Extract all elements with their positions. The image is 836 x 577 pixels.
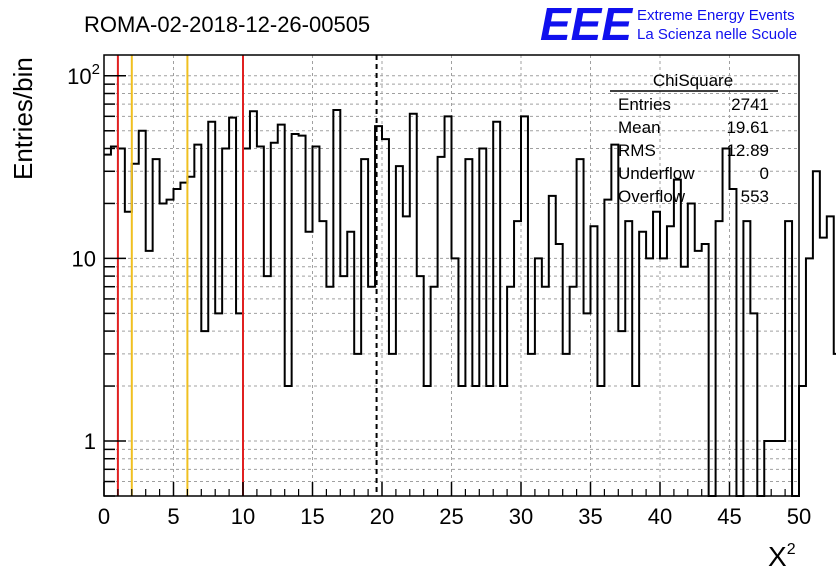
y-axis-label: Entries/bin	[8, 57, 38, 180]
x-axis-label: X2	[768, 541, 796, 572]
chart-title: ROMA-02-2018-12-26-00505	[84, 12, 370, 37]
y-tick-label: 1	[84, 429, 96, 454]
logo-line-2: La Scienza nelle Scuole	[637, 26, 797, 43]
x-tick-label: 40	[648, 504, 672, 529]
y-tick-label-exponent: 2	[92, 61, 100, 78]
logo-line-1: Extreme Energy Events	[637, 7, 795, 24]
y-tick-label-base: 10	[72, 246, 96, 271]
x-tick-label: 15	[300, 504, 324, 529]
stats-row-label: Overflow	[618, 187, 686, 206]
x-tick-label: 20	[370, 504, 394, 529]
x-tick-label: 50	[787, 504, 811, 529]
y-tick-label: 10	[72, 246, 96, 271]
x-tick-label: 5	[167, 504, 179, 529]
y-tick-label: 102	[67, 61, 100, 89]
x-tick-label: 35	[578, 504, 602, 529]
stats-row-value: 19.61	[726, 118, 769, 137]
stats-row-label: Mean	[618, 118, 661, 137]
stats-row-label: RMS	[618, 141, 656, 160]
y-tick-label-base: 1	[84, 429, 96, 454]
x-axis-label-base: X	[768, 541, 787, 572]
x-tick-label: 30	[509, 504, 533, 529]
axis-ticks	[103, 75, 800, 497]
stats-row-value: 0	[760, 164, 769, 183]
x-tick-label: 0	[98, 504, 110, 529]
stats-title: ChiSquare	[653, 71, 733, 90]
stats-row-label: Entries	[618, 95, 671, 114]
stats-row-value: 2741	[731, 95, 769, 114]
reference-lines	[116, 55, 378, 496]
x-tick-label: 45	[717, 504, 741, 529]
x-axis-label-superscript: 2	[787, 541, 796, 558]
stats-rows: Entries 2741 Mean 19.61 RMS 12.89 Underflow 0 Ov…	[618, 95, 769, 206]
x-tick-label: 10	[231, 504, 255, 529]
stats-row-value: 553	[741, 187, 769, 206]
stats-row-value: 12.89	[726, 141, 769, 160]
eee-logo: EEE	[540, 0, 633, 50]
x-tick-label: 25	[439, 504, 463, 529]
histogram-outline	[104, 108, 836, 497]
stats-row-label: Underflow	[618, 164, 695, 183]
stats-box: ChiSquare Entries 2741 Mean 19.61 RMS 12.89 Un…	[610, 71, 778, 206]
y-tick-label-base: 10	[67, 64, 91, 89]
